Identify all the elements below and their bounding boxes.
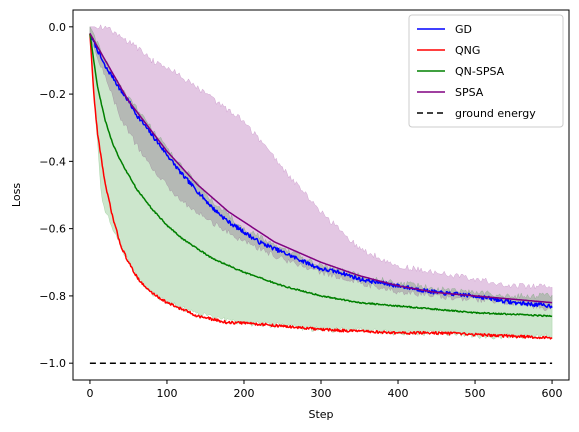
y-tick-label: −0.4 [39,155,66,168]
y-tick-label: −0.6 [39,223,66,236]
series-line-spsa [89,33,553,304]
x-tick-label: 200 [233,387,254,400]
x-tick-label: 400 [388,387,409,400]
y-tick-label: −0.2 [39,88,66,101]
y-tick-label: −0.8 [39,290,66,303]
legend-label-qn-spsa: QN-SPSA [455,65,505,78]
series-line-gd [89,33,553,309]
y-tick-label: 0.0 [49,21,67,34]
series-lines [89,33,553,364]
series-line-qng [89,33,553,340]
legend: GD QNG QN-SPSA SPSA ground energy [408,14,564,128]
x-tick-label: 0 [86,387,93,400]
x-axis-ticks: 0 100 200 300 400 500 600 [86,380,563,400]
x-tick-label: 100 [156,387,177,400]
x-tick-label: 600 [542,387,563,400]
series-line-qn-spsa [89,33,553,318]
x-tick-label: 300 [311,387,332,400]
y-tick-label: −1.0 [39,357,66,370]
y-axis-label: Loss [10,183,23,207]
x-tick-label: 500 [465,387,486,400]
legend-box [408,14,564,128]
legend-label-spsa: SPSA [455,86,484,99]
legend-label-ground-energy: ground energy [455,107,536,120]
y-axis-ticks: 0.0 −0.2 −0.4 −0.6 −0.8 −1.0 [39,21,73,370]
legend-label-gd: GD [455,23,472,36]
x-axis-label: Step [308,408,333,421]
legend-label-qng: QNG [455,44,480,57]
